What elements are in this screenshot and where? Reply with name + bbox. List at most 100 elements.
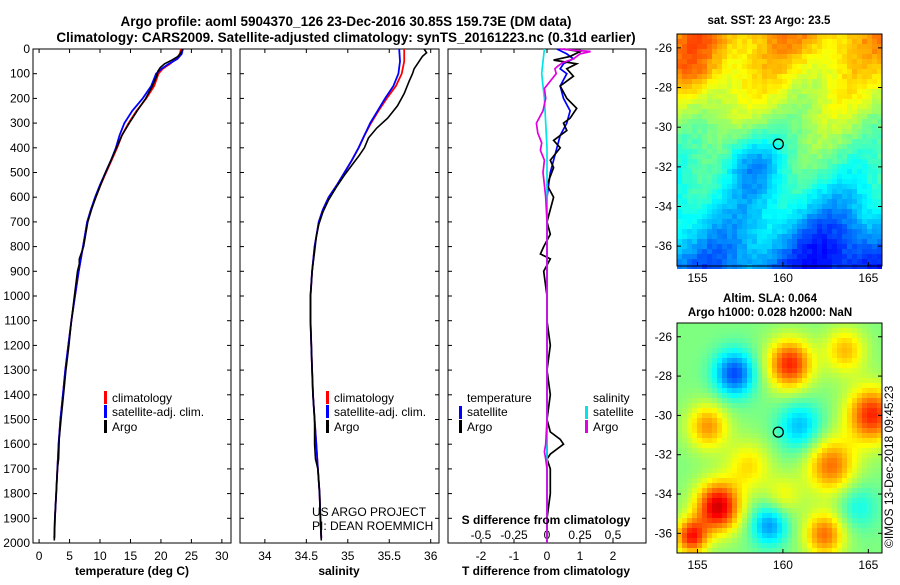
sla-cell	[692, 393, 697, 398]
sla-cell	[837, 413, 842, 418]
sst-cell	[782, 259, 787, 264]
sla-cell	[807, 338, 812, 343]
sst-cell	[707, 149, 712, 154]
sla-cell	[767, 508, 772, 513]
sst-cell	[807, 224, 812, 229]
legend-temperature-title: temperature	[467, 391, 532, 405]
sla-cell	[812, 518, 817, 523]
sst-cell	[762, 189, 767, 194]
sst-cell	[767, 69, 772, 74]
sla-cell	[687, 473, 692, 478]
sla-cell	[717, 453, 722, 458]
sla-cell	[687, 448, 692, 453]
sst-cell	[767, 194, 772, 199]
sla-cell	[862, 473, 867, 478]
sla-cell	[867, 463, 872, 468]
sla-cell	[732, 353, 737, 358]
sla-cell	[722, 388, 727, 393]
sla-cell	[802, 518, 807, 523]
sla-cell	[757, 518, 762, 523]
sla-cell	[732, 388, 737, 393]
sst-cell	[862, 129, 867, 134]
sla-cell	[827, 523, 832, 528]
sst-cell	[777, 254, 782, 259]
sla-cell	[777, 513, 782, 518]
sla-cell	[762, 398, 767, 403]
sst-cell	[857, 254, 862, 259]
sla-cell	[737, 503, 742, 508]
sla-cell	[877, 323, 882, 328]
sst-cell	[792, 224, 797, 229]
sla-cell	[857, 388, 862, 393]
sla-cell	[772, 453, 777, 458]
sst-cell	[682, 79, 687, 84]
sst-cell	[847, 254, 852, 259]
sst-cell	[707, 144, 712, 149]
sst-cell	[817, 89, 822, 94]
sst-cell	[767, 174, 772, 179]
sst-cell	[747, 69, 752, 74]
x-tick-label: -1	[509, 549, 520, 563]
sst-cell	[837, 204, 842, 209]
sla-cell	[722, 393, 727, 398]
sst-cell	[777, 49, 782, 54]
sla-cell	[737, 523, 742, 528]
sla-cell	[817, 428, 822, 433]
sst-cell	[682, 114, 687, 119]
sla-cell	[817, 423, 822, 428]
sla-cell	[817, 473, 822, 478]
sst-cell	[737, 259, 742, 264]
sla-cell	[847, 453, 852, 458]
sst-cell	[777, 134, 782, 139]
sst-cell	[712, 39, 717, 44]
sla-cell	[712, 428, 717, 433]
sla-cell	[842, 488, 847, 493]
sst-cell	[792, 234, 797, 239]
map-x-tick-label: 155	[687, 271, 707, 285]
sla-cell	[682, 438, 687, 443]
sla-cell	[697, 493, 702, 498]
sla-cell	[742, 423, 747, 428]
sst-cell	[762, 74, 767, 79]
sla-cell	[822, 533, 827, 538]
sla-cell	[677, 433, 682, 438]
sst-cell	[697, 249, 702, 254]
sla-cell	[857, 323, 862, 328]
sla-cell	[677, 463, 682, 468]
sla-cell	[782, 488, 787, 493]
temperature-panel: 0100200300400500600700800900100011001200…	[3, 42, 232, 578]
sla-cell	[727, 533, 732, 538]
sla-cell	[847, 473, 852, 478]
sst-cell	[867, 209, 872, 214]
sst-cell	[692, 224, 697, 229]
sst-cell	[827, 234, 832, 239]
sst-cell	[877, 174, 882, 179]
sla-cell	[872, 418, 877, 423]
sst-cell	[767, 199, 772, 204]
sla-cell	[867, 343, 872, 348]
sst-cell	[827, 114, 832, 119]
sst-cell	[817, 59, 822, 64]
sla-cell	[792, 363, 797, 368]
sla-cell	[807, 548, 812, 553]
sla-cell	[822, 418, 827, 423]
sst-cell	[682, 204, 687, 209]
sst-cell	[677, 59, 682, 64]
sst-cell	[857, 209, 862, 214]
sst-cell	[722, 159, 727, 164]
sla-cell	[727, 428, 732, 433]
sst-cell	[777, 59, 782, 64]
sla-cell	[812, 338, 817, 343]
sla-cell	[767, 333, 772, 338]
sst-cell	[707, 34, 712, 39]
sla-cell	[847, 423, 852, 428]
sla-cell	[832, 508, 837, 513]
sst-cell	[817, 214, 822, 219]
sla-cell	[757, 483, 762, 488]
sla-cell	[752, 473, 757, 478]
sst-cell	[717, 119, 722, 124]
sst-cell	[847, 74, 852, 79]
sla-cell	[807, 343, 812, 348]
sla-cell	[782, 363, 787, 368]
sla-cell	[682, 468, 687, 473]
